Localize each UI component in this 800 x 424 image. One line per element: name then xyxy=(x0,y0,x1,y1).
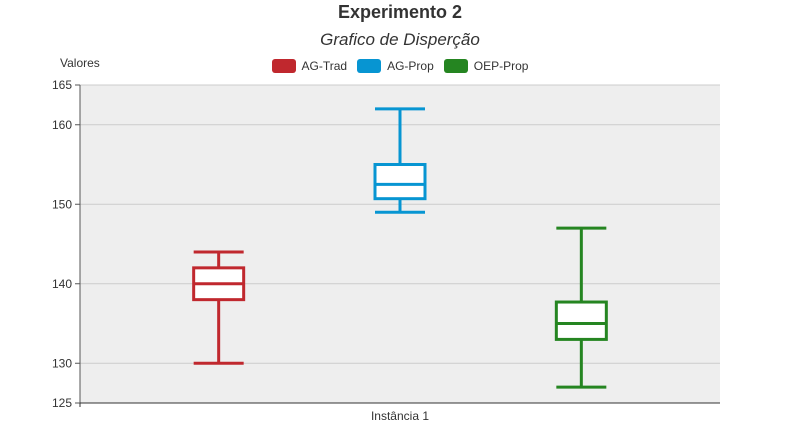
y-axis-label: Valores xyxy=(60,56,100,70)
legend-item-oep-prop[interactable]: OEP-Prop xyxy=(443,59,529,73)
legend-label-oep-prop: OEP-Prop xyxy=(473,59,529,73)
y-tick-label: 130 xyxy=(52,356,72,370)
box-ag-prop[interactable] xyxy=(373,107,427,214)
legend-swatch-ag-trad xyxy=(271,59,296,73)
chart-subtitle: Grafico de Disperção xyxy=(320,30,480,49)
legend: AG-Trad AG-Prop OEP-Prop xyxy=(0,59,800,73)
legend-item-ag-prop[interactable]: AG-Prop xyxy=(357,59,434,73)
box-oep-prop[interactable] xyxy=(554,226,608,389)
legend-swatch-ag-prop xyxy=(357,59,382,73)
y-tick-label: 125 xyxy=(52,396,72,410)
legend-label-ag-prop: AG-Prop xyxy=(387,59,434,73)
iqr-box xyxy=(554,300,608,341)
y-tick-label: 165 xyxy=(52,78,72,92)
iqr-box xyxy=(373,163,427,201)
x-category-label: Instância 1 xyxy=(371,409,429,423)
y-tick-label: 150 xyxy=(52,197,72,211)
chart-title: Experimento 2 xyxy=(337,2,463,22)
legend-swatch-oep-prop xyxy=(443,59,468,73)
y-tick-label: 160 xyxy=(52,118,72,132)
box-ag-trad[interactable] xyxy=(192,250,246,365)
y-tick-label: 140 xyxy=(52,277,72,291)
legend-label-ag-trad: AG-Trad xyxy=(301,59,348,73)
legend-item-ag-trad[interactable]: AG-Trad xyxy=(271,59,348,73)
